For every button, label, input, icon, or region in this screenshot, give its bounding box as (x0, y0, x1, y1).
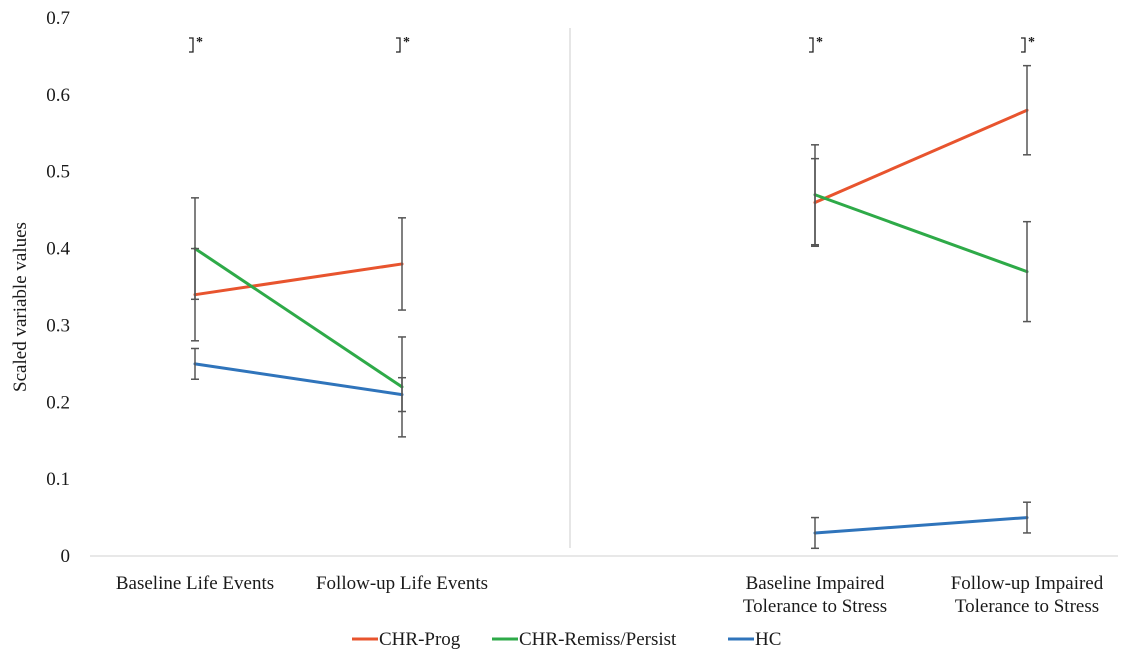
significance-star: * (196, 35, 203, 50)
y-axis-label-group: Scaled variable values (10, 222, 31, 392)
x-axis-category-labels: Baseline Life Events Follow-up Life Event… (116, 573, 1104, 617)
series-line-chr-prog (194, 262, 403, 297)
y-tick-label: 0.6 (46, 85, 70, 106)
y-tick-label: 0.7 (46, 8, 70, 29)
error-bar (398, 217, 406, 311)
legend-label: CHR-Remiss/Persist (519, 629, 677, 650)
series-line-hc (814, 516, 1028, 535)
series-line-chr-remiss-persist (814, 193, 1028, 274)
y-tick-label: 0.2 (46, 392, 70, 413)
significance-star: * (403, 35, 410, 50)
legend: CHR-Prog CHR-Remiss/Persist HC (352, 629, 781, 650)
significance-star: * (816, 35, 823, 50)
y-tick-label: 0 (61, 546, 71, 567)
y-tick-label: 0.4 (46, 239, 70, 260)
series-line-chr-prog (814, 108, 1028, 204)
significance-marker: * (189, 35, 203, 53)
error-bar (191, 197, 199, 301)
x-category-label: Baseline Impaired Tolerance to Stress (743, 573, 887, 617)
significance-markers: * * * * (189, 35, 1035, 53)
y-axis: 0 0.1 0.2 0.3 0.4 0.5 0.6 0.7 (46, 8, 1118, 567)
error-bar (811, 516, 819, 550)
legend-item: HC (728, 629, 781, 650)
error-bar (398, 376, 406, 413)
error-bar (1023, 220, 1031, 323)
series-line-chr-remiss-persist (194, 247, 403, 389)
error-bar (1023, 64, 1031, 156)
significance-star: * (1028, 35, 1035, 50)
y-tick-label: 0.1 (46, 469, 70, 490)
legend-label: HC (755, 629, 781, 650)
legend-label: CHR-Prog (379, 629, 461, 650)
error-bar (191, 347, 199, 380)
significance-marker: * (396, 35, 410, 53)
y-axis-label: Scaled variable values (10, 222, 31, 392)
legend-item: CHR-Remiss/Persist (492, 629, 677, 650)
series-line-hc (194, 362, 403, 397)
y-tick-label: 0.3 (46, 315, 70, 336)
x-category-label: Baseline Life Events (116, 573, 274, 594)
series-lines (193, 108, 1029, 535)
y-tick-label: 0.5 (46, 162, 70, 183)
error-bar (811, 144, 819, 246)
error-bar (1023, 501, 1031, 534)
significance-marker: * (1021, 35, 1035, 53)
significance-marker: * (809, 35, 823, 53)
error-bars (191, 64, 1031, 550)
legend-item: CHR-Prog (352, 629, 461, 650)
x-category-label: Follow-up Impaired Tolerance to Stress (951, 573, 1104, 617)
x-category-label: Follow-up Life Events (316, 573, 488, 594)
